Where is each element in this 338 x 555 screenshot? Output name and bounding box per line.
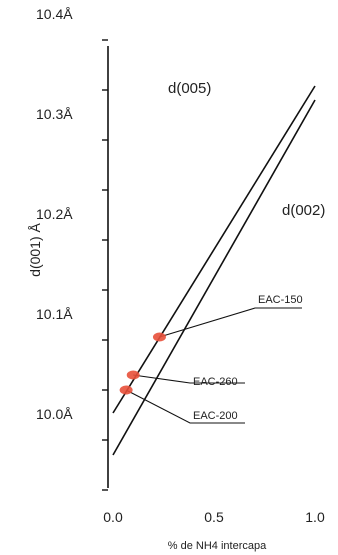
leader-line-eac-260 (133, 374, 245, 384)
series-lines (112, 85, 316, 456)
y-tick-label: 10.0Å (36, 406, 73, 422)
axes: d(001) Å % de NH4 intercapa (27, 46, 267, 552)
y-ticks: 10.4Å 10.3Å 10.2Å 10.1Å 10.0Å (36, 6, 108, 491)
x-tick-label: 1.0 (305, 509, 325, 525)
series-label-d-002: d(002) (282, 202, 325, 219)
y-tick-label: 10.3Å (36, 106, 73, 122)
series-label-d-005: d(005) (168, 80, 211, 97)
data-point-eac-150 (152, 332, 166, 342)
point-label-eac-150: EAC-150 (258, 294, 303, 306)
x-axis-label: % de NH4 intercapa (168, 540, 267, 552)
annotation-leaders (125, 307, 302, 424)
leader-line-eac-200 (125, 389, 245, 424)
y-axis-label: d(001) Å (27, 222, 43, 276)
y-tick-label: 10.2Å (36, 206, 73, 222)
x-ticks: 0.0 0.5 1.0 (103, 509, 325, 525)
text-labels: d(005) d(002) EAC-150 EAC-260 EAC-200 (168, 80, 325, 422)
point-label-eac-260: EAC-260 (193, 376, 238, 388)
y-tick-label: 10.4Å (36, 6, 73, 22)
data-point-eac-260 (126, 370, 140, 380)
leader-line-eac-150 (159, 307, 302, 338)
data-points (119, 332, 166, 395)
series-line-d-005 (112, 85, 316, 414)
series-line-d-002 (112, 99, 316, 456)
point-label-eac-200: EAC-200 (193, 410, 238, 422)
x-tick-label: 0.5 (204, 509, 224, 525)
y-tick-label: 10.1Å (36, 306, 73, 322)
x-tick-label: 0.0 (103, 509, 123, 525)
data-point-eac-200 (119, 385, 133, 395)
